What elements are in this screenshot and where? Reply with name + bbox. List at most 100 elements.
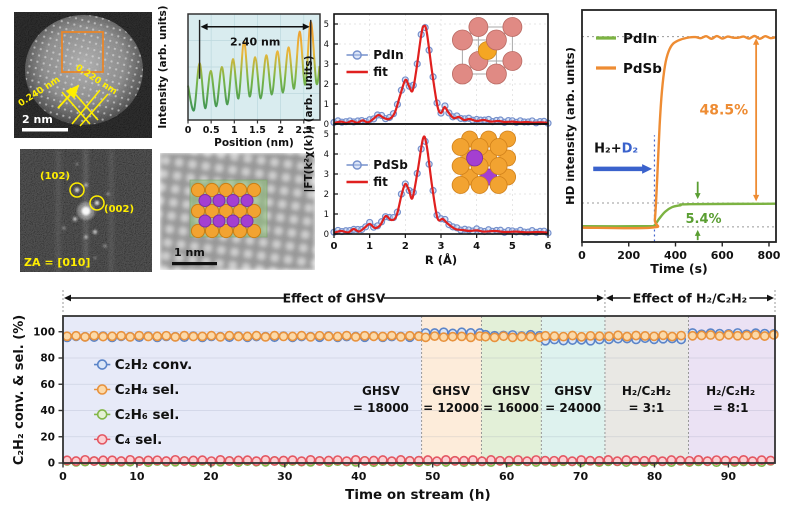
point-C4_sel <box>702 456 713 467</box>
x-tick-label: 50 <box>425 470 441 483</box>
point-C2H4_sel <box>631 330 641 341</box>
x-tick-label: 0.5 <box>203 125 220 136</box>
region-label: = 12000 <box>423 401 479 415</box>
region-label: = 24000 <box>545 401 601 415</box>
region-label: = 8:1 <box>713 401 749 415</box>
x-tick-label: 40 <box>351 470 367 483</box>
y-tick-label: 2 <box>324 80 329 90</box>
y-tick-label: 3 <box>324 170 329 180</box>
point-C4_sel <box>513 455 523 465</box>
y-axis-label: Intensity (arb. units) <box>157 5 169 128</box>
x-tick-label: 80 <box>647 470 663 483</box>
hd-exchange-chart: PdIn PdSb H₂+D₂ 48.5% 5.4% 0 200 400 600 800 Time … <box>563 9 781 276</box>
x-tick-label: 4 <box>473 241 480 252</box>
point-C2H4_sel <box>516 331 527 342</box>
y-tick-label: 100 <box>33 326 55 338</box>
point-C2H4_sel <box>714 331 725 341</box>
y-tick-label: 80 <box>40 353 55 365</box>
legend-label-fit: fit <box>373 175 388 189</box>
point-C4_sel <box>648 455 659 465</box>
point-C2H4_sel <box>305 331 316 342</box>
pd-atom <box>451 138 470 156</box>
series-PdIn <box>581 202 777 228</box>
x-axis-label: Time on stream (h) <box>345 487 490 503</box>
series-PdSb <box>581 34 777 230</box>
point-C2H4_sel <box>287 331 298 342</box>
pd-atom <box>451 157 470 175</box>
point-C2H4_sel <box>507 332 518 343</box>
point-C4_sel <box>441 455 451 465</box>
point-C2H4_sel <box>768 329 779 340</box>
point-C2H4_sel <box>613 330 623 341</box>
point-C2H4_sel <box>558 331 569 342</box>
x-tick-label: 10 <box>129 470 145 483</box>
x-tick-label: 200 <box>617 249 640 262</box>
tem-scale-label: 2 nm <box>22 113 53 126</box>
x-tick-label: 800 <box>758 249 781 262</box>
region-label: H₂/C₂H₂ <box>622 384 671 398</box>
pd-atom <box>470 176 489 194</box>
fft-image <box>20 149 152 272</box>
point-C2H4_sel <box>278 331 289 342</box>
pd-atom <box>246 203 262 219</box>
point-C4_sel <box>71 456 81 466</box>
arrowhead <box>753 38 760 45</box>
distance-label: 2.40 nm <box>230 35 280 48</box>
arrowhead <box>596 294 604 302</box>
x-tick-label: 0 <box>578 249 586 262</box>
pdsb-structure-model <box>451 130 517 194</box>
legend-marker <box>96 384 108 395</box>
hd-exchange-panel: PdIn PdSb H₂+D₂ 48.5% 5.4% 0 200 400 600 800 Time … <box>563 4 799 276</box>
time-on-stream-chart: GHSV = 18000 GHSV = 12000 GHSV = 16000 GHSV = 2… <box>12 290 779 503</box>
point-C2H4_sel <box>260 331 271 342</box>
pd-atom <box>190 203 206 219</box>
profile-region-box <box>61 31 104 73</box>
zone-axis-label: ZA = [010] <box>24 256 91 269</box>
x-axis-label: R (Å) <box>425 252 457 267</box>
span-label: Effect of GHSV <box>283 291 386 306</box>
pd-atom <box>246 223 262 239</box>
exafs-panel: 0 1 2 3 4 5 PdIn fit 0 1 2 3 4 5 PdSb fit 0 1 2 3 4 5 6 R (Å) |F… <box>300 4 562 276</box>
region-label: GHSV <box>554 384 593 398</box>
point-C2H4_sel <box>152 331 163 342</box>
point-C2H4_sel <box>359 330 370 341</box>
pd-atom <box>232 223 248 239</box>
pd-atom <box>190 182 206 198</box>
point-C2H4_sel <box>80 331 91 342</box>
haadf-scalebar <box>172 262 217 266</box>
point-C4_sel <box>170 454 181 465</box>
atomic-model-overlay <box>190 182 262 239</box>
y-axis-label: HD intensity (arb. units) <box>566 47 577 205</box>
sb-atom <box>198 214 212 228</box>
pdin-structure-model <box>451 17 523 85</box>
in-atom <box>451 29 473 51</box>
point-C4_sel <box>215 454 226 465</box>
pd-atom <box>451 176 470 194</box>
time-on-stream-panel: GHSV = 18000 GHSV = 12000 GHSV = 16000 GHSV = 2… <box>6 282 796 506</box>
y-tick-label: 0 <box>324 230 329 240</box>
point-C2H4_sel <box>134 330 145 341</box>
gas-label: H₂+D₂ <box>594 142 638 157</box>
fit-line-PdIn <box>333 24 549 125</box>
point-C2H4_sel <box>377 331 388 342</box>
tem-scalebar <box>22 128 68 132</box>
point-C2H4_sel <box>540 330 551 341</box>
haadf-image <box>160 153 315 270</box>
legend-label-pdsb: PdSb <box>623 61 662 77</box>
point-C2H4_sel <box>251 330 262 341</box>
x-tick-label: 2 <box>402 241 409 252</box>
point-C2H4_sel <box>438 332 449 343</box>
plot-border <box>62 315 776 464</box>
pdin-percent-label: 5.4% <box>686 212 722 227</box>
point-C2H4_sel <box>116 330 127 341</box>
point-C2H4_sel <box>489 332 500 343</box>
sb-atom <box>240 194 254 207</box>
point-C4_sel <box>522 456 532 467</box>
in-atom <box>451 63 473 85</box>
pd-atom <box>232 182 248 198</box>
pd-atom <box>218 203 234 219</box>
x-tick-label: 0 <box>331 241 338 252</box>
point-C4_sel <box>125 454 136 465</box>
point-C2H4_sel <box>404 330 415 341</box>
